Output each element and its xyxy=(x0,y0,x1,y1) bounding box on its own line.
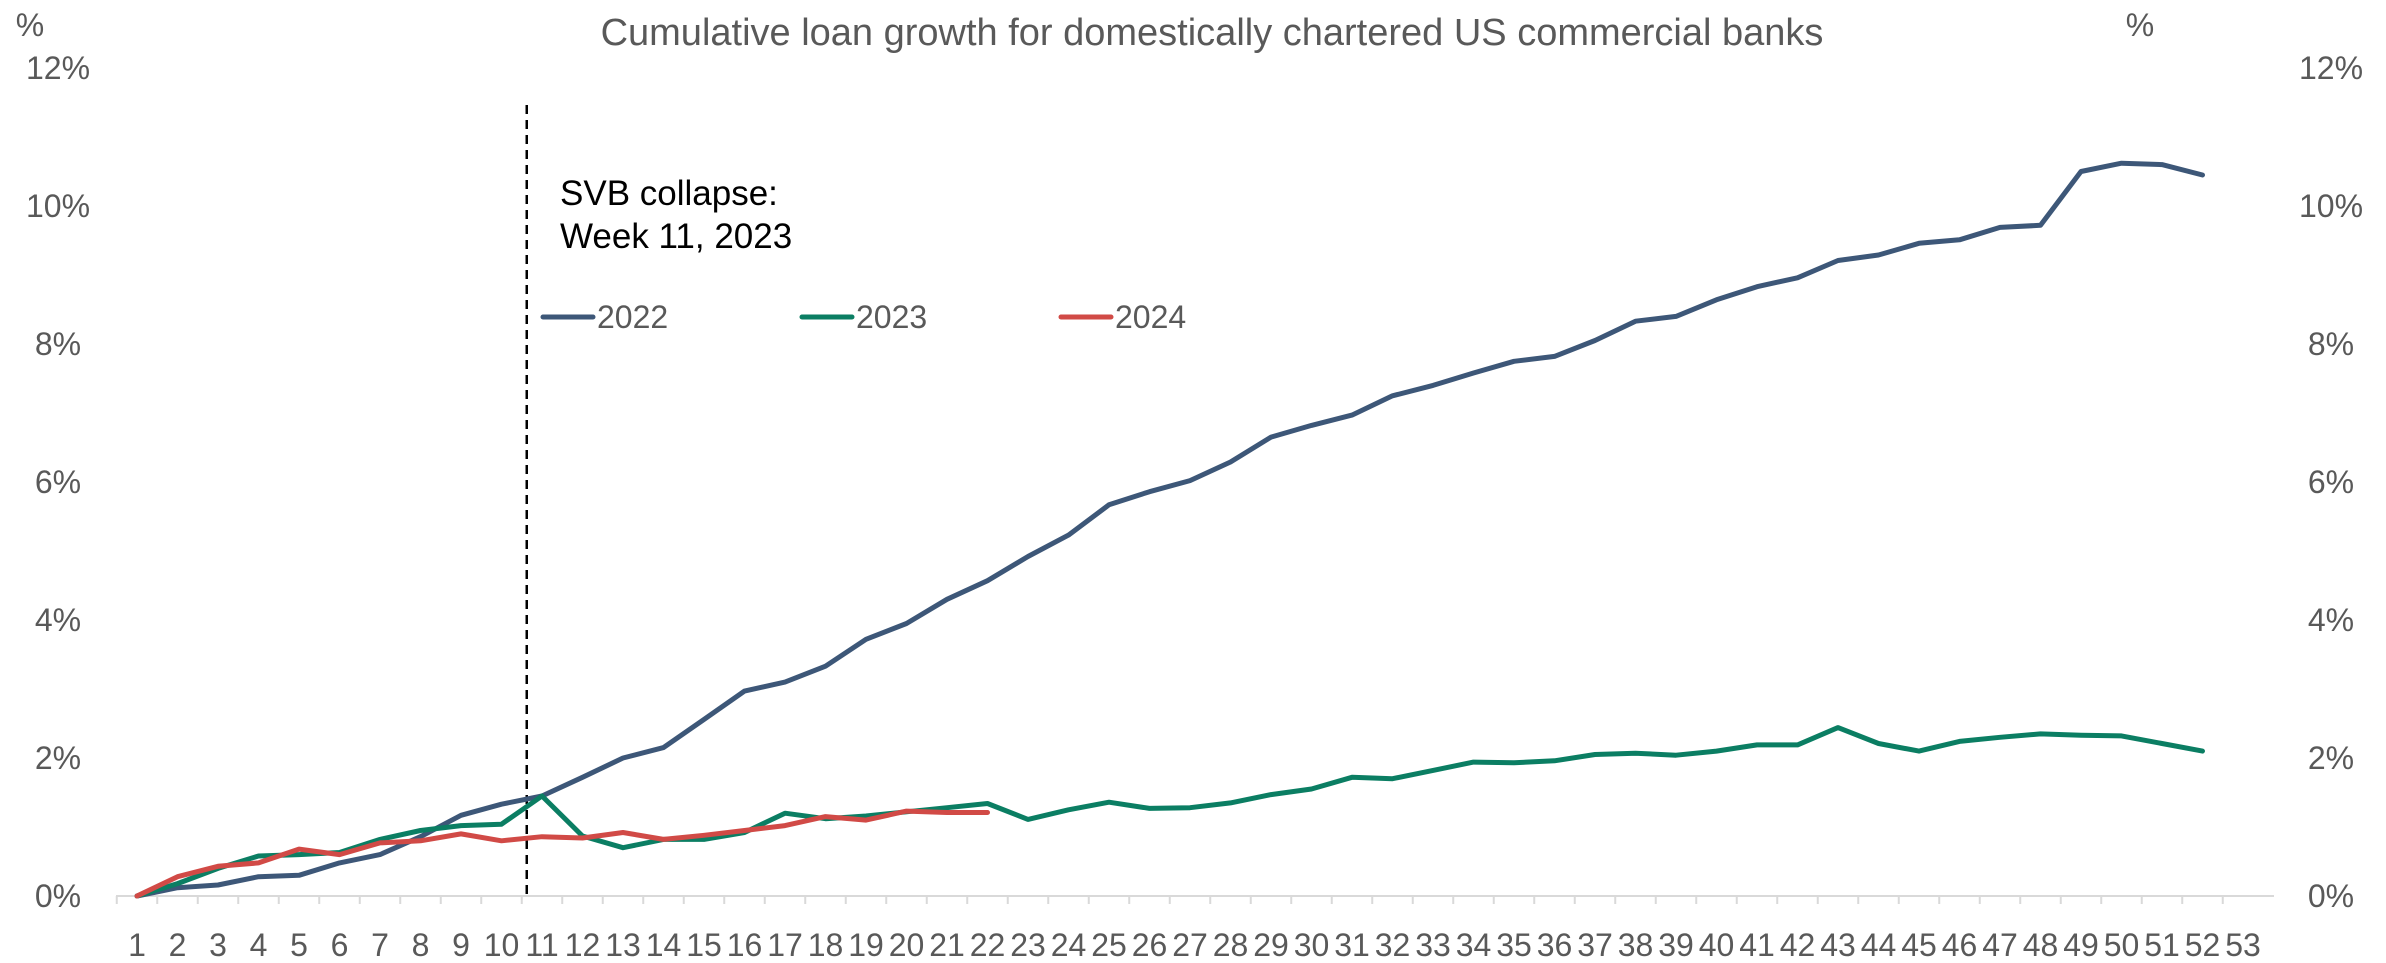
x-tick-label: 31 xyxy=(1334,927,1370,963)
x-tick-label: 11 xyxy=(525,927,558,963)
x-tick-label: 15 xyxy=(686,927,722,963)
y-tick-label-left: 2% xyxy=(35,740,81,776)
x-tick-label: 32 xyxy=(1375,927,1411,963)
x-tick-label: 6 xyxy=(331,927,349,963)
legend-label-2022: 2022 xyxy=(597,299,668,335)
x-tick-label: 3 xyxy=(209,927,227,963)
y-tick-label-left: 12% xyxy=(26,50,90,86)
x-tick-label: 42 xyxy=(1780,927,1816,963)
x-tick-label: 7 xyxy=(371,927,389,963)
series-line-2022 xyxy=(134,160,2205,899)
y-tick-label-right: 10% xyxy=(2299,188,2363,224)
x-tick-label: 12 xyxy=(565,927,601,963)
x-tick-label: 48 xyxy=(2023,927,2059,963)
series-line-2024 xyxy=(134,808,990,899)
series-line-2023 xyxy=(134,725,2205,899)
x-tick-label: 4 xyxy=(250,927,268,963)
x-tick-label: 29 xyxy=(1253,927,1289,963)
y-tick-label-right: 8% xyxy=(2308,326,2354,362)
x-tick-label: 50 xyxy=(2104,927,2140,963)
y-tick-label-left: 10% xyxy=(26,188,90,224)
x-tick-label: 33 xyxy=(1415,927,1451,963)
x-tick-label: 9 xyxy=(452,927,470,963)
legend-label-2024: 2024 xyxy=(1115,299,1186,335)
x-tick-label: 53 xyxy=(2225,927,2261,963)
y-tick-label-right: 12% xyxy=(2299,50,2363,86)
x-tick-label: 18 xyxy=(808,927,844,963)
x-tick-label: 51 xyxy=(2144,927,2180,963)
x-tick-label: 25 xyxy=(1091,927,1127,963)
x-tick-label: 13 xyxy=(605,927,641,963)
y-tick-label-left: 8% xyxy=(35,326,81,362)
y-tick-label-right: 4% xyxy=(2308,602,2354,638)
y-tick-label-left: 0% xyxy=(35,878,81,914)
x-tick-label: 17 xyxy=(767,927,803,963)
x-tick-label: 24 xyxy=(1051,927,1087,963)
chart-title: Cumulative loan growth for domestically … xyxy=(601,12,1824,54)
x-tick-label: 23 xyxy=(1010,927,1046,963)
x-tick-label: 34 xyxy=(1456,927,1492,963)
y-tick-label-left: 6% xyxy=(35,464,81,500)
x-tick-label: 28 xyxy=(1213,927,1249,963)
left-axis-unit: % xyxy=(16,7,44,43)
y-tick-label-right: 0% xyxy=(2308,878,2354,914)
annotation-line-1: SVB collapse: xyxy=(560,174,778,213)
x-tick-label: 10 xyxy=(484,927,520,963)
legend-label-2023: 2023 xyxy=(856,299,927,335)
x-tick-label: 8 xyxy=(412,927,430,963)
right-axis-unit: % xyxy=(2126,7,2154,43)
x-tick-label: 41 xyxy=(1739,927,1775,963)
x-tick-label: 47 xyxy=(1982,927,2018,963)
legend: 2022 2023 2024 xyxy=(540,299,1186,335)
x-tick-label: 27 xyxy=(1172,927,1208,963)
x-tick-label: 19 xyxy=(848,927,884,963)
x-tick-label: 30 xyxy=(1294,927,1330,963)
x-tick-label: 46 xyxy=(1942,927,1978,963)
x-tick-label: 49 xyxy=(2063,927,2099,963)
x-tick-label: 5 xyxy=(290,927,308,963)
x-tick-label: 37 xyxy=(1577,927,1613,963)
x-tick-label: 38 xyxy=(1618,927,1654,963)
x-tick-label: 22 xyxy=(970,927,1006,963)
x-tick-label: 44 xyxy=(1861,927,1897,963)
x-tick-label: 1 xyxy=(128,927,146,963)
x-tick-label: 2 xyxy=(169,927,187,963)
x-tick-label: 26 xyxy=(1132,927,1168,963)
x-tick-label: 21 xyxy=(929,927,965,963)
x-tick-label: 43 xyxy=(1820,927,1856,963)
chart-axes: 0% 0%2% 2%4% 4%6% 6%8% 8%10% 10%12% 12%1 2 3 4 5 6 7 8… xyxy=(26,50,2363,963)
x-tick-label: 40 xyxy=(1699,927,1735,963)
y-tick-label-right: 2% xyxy=(2308,740,2354,776)
y-tick-label-right: 6% xyxy=(2308,464,2354,500)
x-tick-label: 35 xyxy=(1496,927,1532,963)
x-tick-label: 16 xyxy=(727,927,763,963)
annotation-line-2: Week 11, 2023 xyxy=(560,217,792,256)
y-tick-label-left: 4% xyxy=(35,602,81,638)
x-tick-label: 36 xyxy=(1537,927,1573,963)
x-tick-label: 14 xyxy=(646,927,682,963)
x-tick-label: 20 xyxy=(889,927,925,963)
x-tick-label: 45 xyxy=(1901,927,1937,963)
x-tick-label: 52 xyxy=(2185,927,2221,963)
series-lines xyxy=(134,160,2205,899)
x-tick-label: 39 xyxy=(1658,927,1694,963)
